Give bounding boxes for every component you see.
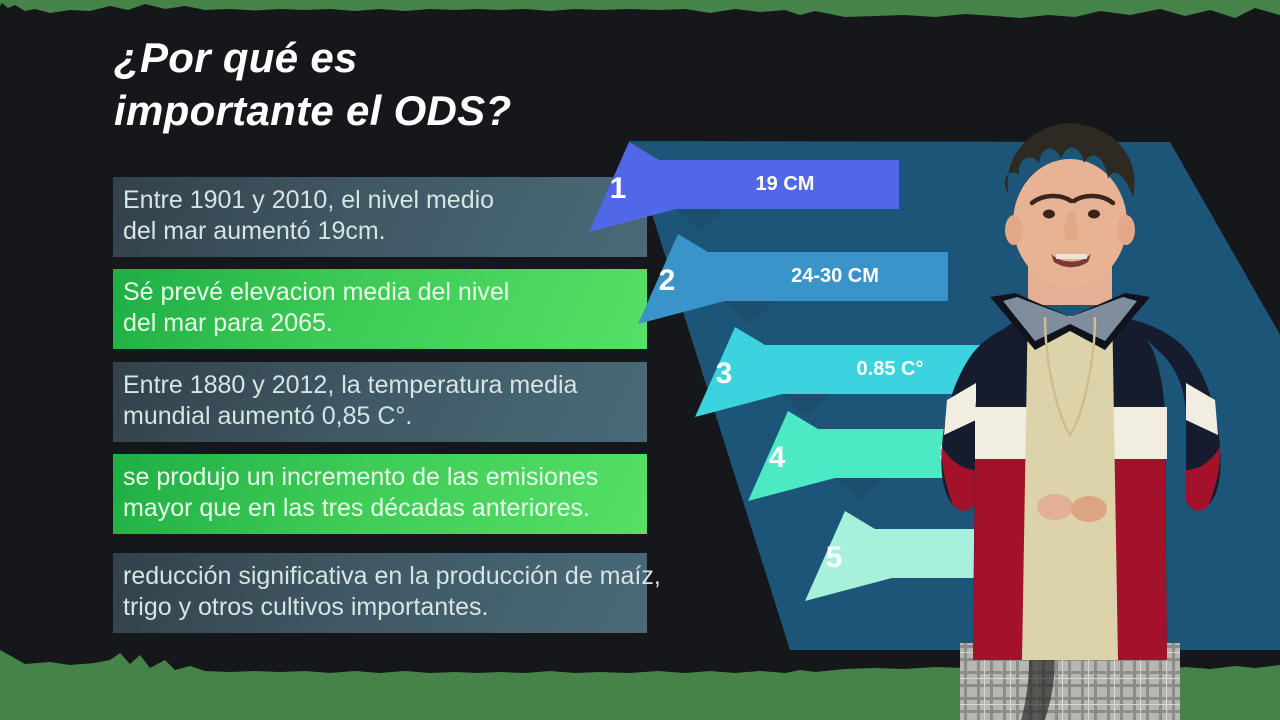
svg-text:3: 3	[716, 357, 733, 390]
svg-text:19 CM: 19 CM	[756, 173, 815, 195]
svg-text:5: 5	[826, 541, 843, 574]
svg-text:4: 4	[769, 441, 786, 474]
svg-text:2: 2	[659, 264, 676, 297]
svg-text:24-30 CM: 24-30 CM	[791, 265, 879, 287]
